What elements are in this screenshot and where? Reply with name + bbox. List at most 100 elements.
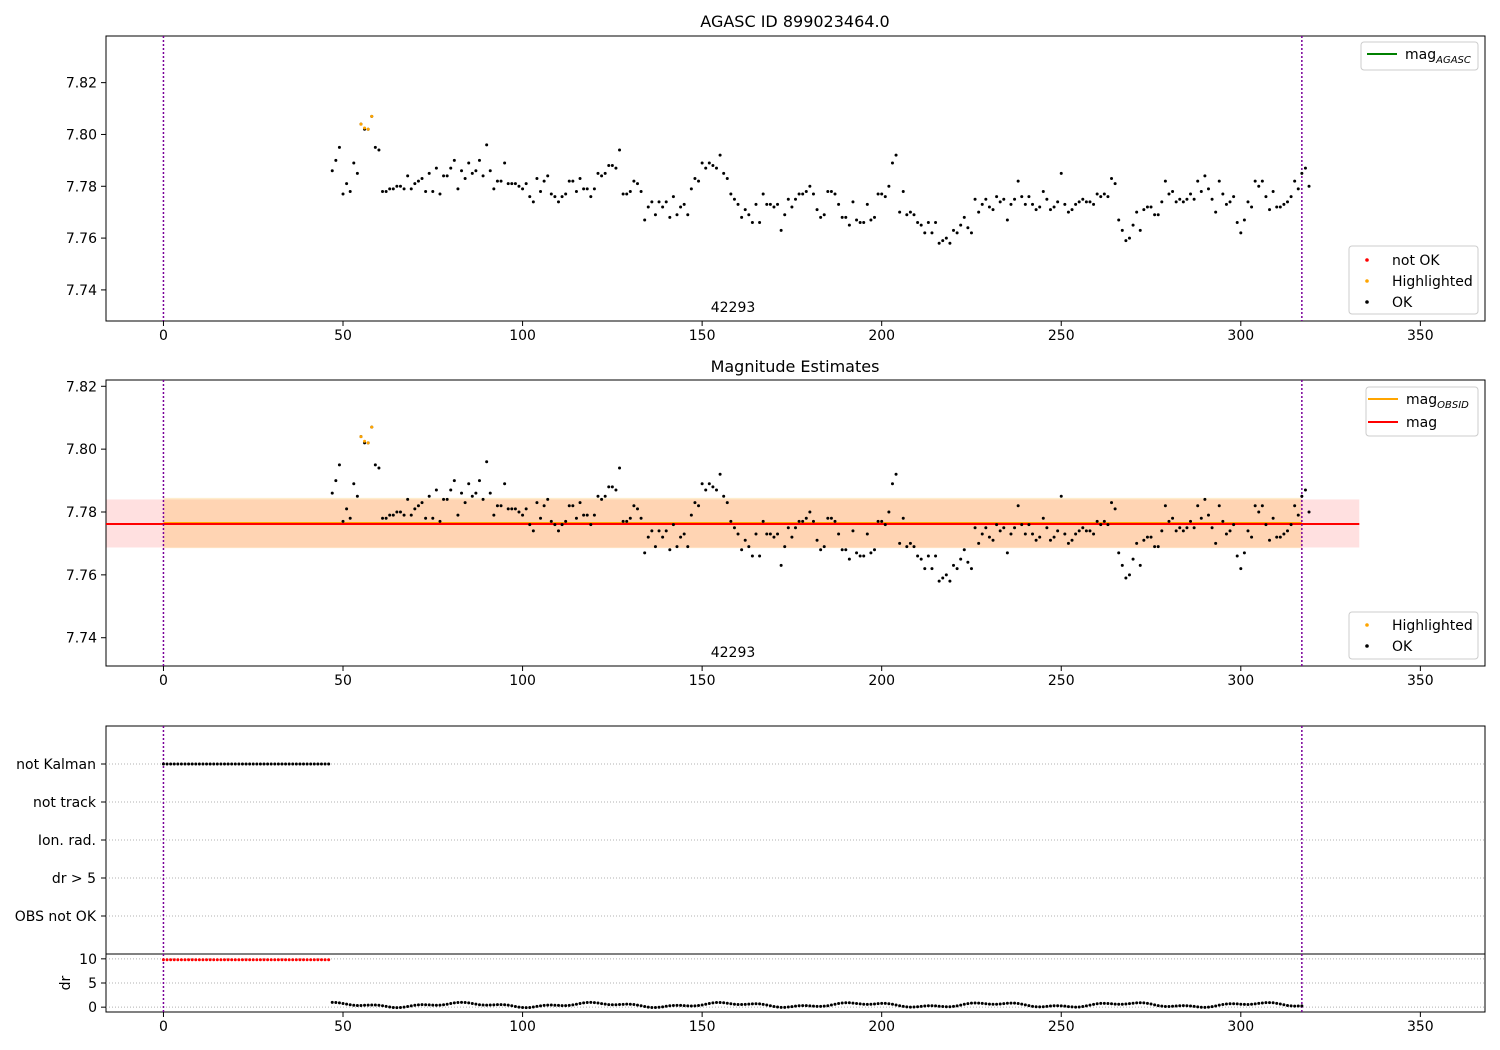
dr-ok-point [470, 1002, 474, 1006]
ok-point [1181, 529, 1185, 533]
dr-ok-point [653, 1006, 657, 1010]
ok-point [811, 519, 815, 523]
dr-not-ok-point [183, 958, 187, 962]
dr-ok-point [765, 1003, 769, 1007]
dr-ok-point [438, 1003, 442, 1007]
dr-ok-point [618, 1003, 622, 1007]
ok-point [1041, 189, 1045, 193]
ok-point [582, 513, 586, 517]
dr-ok-point [1131, 1001, 1135, 1005]
ok-point [833, 519, 837, 523]
dr-ok-point [819, 1004, 823, 1008]
ok-point [689, 187, 693, 191]
dr-ok-point [1142, 1001, 1146, 1005]
ok-point [503, 161, 507, 165]
not-kalman-point [262, 762, 266, 766]
ok-point [1206, 513, 1210, 517]
dr-ok-point [1052, 1004, 1056, 1008]
ok-point [1120, 563, 1124, 567]
ok-point [1303, 488, 1307, 492]
flag-label: not track [33, 795, 97, 811]
dr-not-ok-point [197, 958, 201, 962]
dr-ok-point [736, 1002, 740, 1006]
dr-ok-point [908, 1005, 912, 1009]
dr-not-ok-point [305, 958, 309, 962]
ok-point [894, 472, 898, 476]
ok-point [1307, 184, 1311, 188]
dr-ok-point [1088, 1003, 1092, 1007]
dr-ok-point [564, 1004, 568, 1008]
dr-ok-point [829, 1003, 833, 1007]
ok-point [1196, 504, 1200, 508]
ok-point [783, 545, 787, 549]
dr-ok-point [966, 1002, 970, 1006]
ok-point [1106, 523, 1110, 527]
ok-point [348, 189, 352, 193]
ok-point [761, 192, 765, 196]
ok-point [811, 192, 815, 196]
ok-point [1174, 200, 1178, 204]
dr-ok-point [553, 1003, 557, 1007]
dr-ok-point [1023, 1003, 1027, 1007]
ok-point [1127, 236, 1131, 240]
dr-ok-point [535, 1004, 539, 1008]
ok-point [506, 182, 510, 186]
dr-ok-point [693, 1004, 697, 1008]
dr-ok-point [718, 1001, 722, 1005]
not-kalman-point [172, 762, 176, 766]
ok-point [987, 535, 991, 539]
ok-point [391, 513, 395, 517]
ok-point [668, 548, 672, 552]
ok-point [635, 507, 639, 511]
legend-box [1348, 611, 1479, 660]
dr-ok-point [406, 1005, 410, 1009]
ok-point [589, 195, 593, 199]
dr-ok-point [1163, 1004, 1167, 1008]
ok-point [1214, 210, 1218, 214]
ok-point [916, 554, 920, 558]
ok-point [1056, 200, 1060, 204]
ok-point [851, 200, 855, 204]
ok-point [1196, 179, 1200, 183]
dr-ok-point [531, 1005, 535, 1009]
ok-point [969, 567, 973, 571]
dr-ok-point [513, 1004, 517, 1008]
ok-point [693, 177, 697, 180]
not-kalman-point [269, 762, 273, 766]
dr-ok-point [1178, 1004, 1182, 1008]
not-kalman-point [179, 762, 183, 766]
ok-point [1088, 529, 1092, 533]
ok-point [546, 497, 550, 501]
ok-point [1131, 557, 1135, 561]
not-kalman-point [323, 762, 327, 766]
dr-ok-point [1224, 1002, 1228, 1006]
ok-point [460, 491, 464, 495]
ok-point [539, 516, 543, 520]
ok-point [740, 548, 744, 552]
ok-point [549, 192, 553, 196]
dr-ok-point [1009, 1001, 1013, 1005]
ok-point [855, 218, 859, 222]
ok-point [693, 501, 697, 505]
not-kalman-point [197, 762, 201, 766]
dr-ok-point [334, 1000, 338, 1004]
dr-ok-point [750, 1002, 754, 1006]
ok-point [653, 213, 657, 217]
ok-point [1020, 523, 1024, 527]
ok-point [1138, 228, 1142, 232]
ok-point [840, 548, 844, 552]
x-tick-label: 150 [689, 673, 716, 689]
ok-point [984, 526, 988, 530]
ok-point [442, 497, 446, 501]
dr-ok-point [1120, 1002, 1124, 1006]
flag-label: not Kalman [16, 757, 96, 773]
ok-point [517, 510, 521, 514]
x-tick-label: 250 [1048, 1019, 1075, 1035]
ok-point [1268, 208, 1272, 212]
dr-ok-point [955, 1004, 959, 1008]
ok-point [1135, 210, 1139, 214]
ok-point [1228, 200, 1232, 204]
ok-point [1059, 171, 1063, 175]
ok-point [995, 523, 999, 527]
ok-point [1002, 526, 1006, 530]
